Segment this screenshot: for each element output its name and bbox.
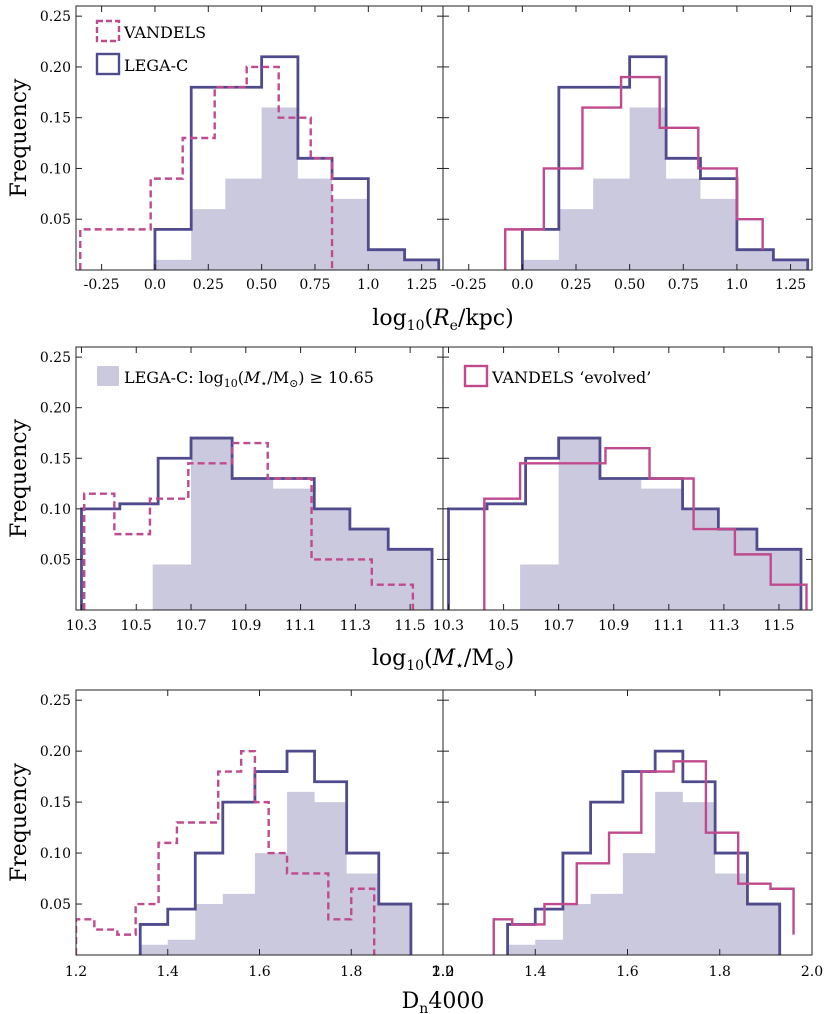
ytick-label-r1-2: 0.15: [40, 451, 71, 467]
xtick-label-r2-p0-3: 1.8: [340, 964, 362, 980]
ytick-label-r0-2: 0.15: [40, 111, 71, 127]
panel-r2-p0: 0.05 0.10 0.15 0.20 0.25 1.2 1.4 1.6 1.8 2.0: [40, 689, 454, 980]
vandels-hist-r2-p0: [76, 749, 376, 955]
xtick-label-r0-p0-5: 1.0: [357, 277, 379, 293]
xtick-label-r0-p1-2: 0.25: [560, 277, 591, 293]
vandels-hist-r0-p1: [504, 75, 764, 270]
ytick-label-r1-3: 0.20: [40, 401, 71, 417]
ylabel-r0: Frequency: [7, 78, 32, 198]
chart-layer: 0.05 0.10 0.15 0.20 0.25 -0.25 0.0 0.25 0.50 0.75…: [7, 5, 823, 1014]
filled-hist-r1-p1: [520, 438, 801, 610]
panel-r0-p1: -0.25 0.0 0.25 0.50 0.75 1.0 1.25: [442, 5, 813, 293]
ytick-label-r2-3: 0.20: [40, 744, 71, 760]
xtick-label-r1-p1-6: 11.5: [763, 618, 794, 634]
xtick-label-r2-p1-1: 1.4: [524, 964, 546, 980]
xtick-label-r2-p1-0: 1.2: [432, 964, 454, 980]
ytick-label-r1-4: 0.25: [40, 350, 71, 366]
xtick-label-r0-p1-6: 1.25: [775, 277, 806, 293]
lega-c-hist-r0-p0: [153, 55, 441, 270]
xtick-label-r2-p0-4: 2.0: [432, 964, 454, 980]
panel-r2-p1: 1.2 1.4 1.6 1.8 2.0: [432, 689, 823, 980]
panel-frame-r0-p1: [442, 5, 813, 271]
xtick-label-r1-p1-0: 10.3: [433, 618, 464, 634]
ytick-label-r1-1: 0.10: [40, 502, 71, 518]
lega-c-hist-r2-p1: [506, 749, 782, 955]
ylabel-r1: Frequency: [7, 418, 32, 538]
xtick-label-r0-p0-6: 1.25: [406, 277, 437, 293]
lega-c-hist-r1-p0: [80, 436, 434, 610]
lega-c-hist-r0-p1: [520, 55, 810, 270]
legend-label-lega-c-selected: LEGA-C: log10(M⋆/M⊙) ≥ 10.65: [124, 368, 374, 390]
xtick-label-r2-p1-4: 2.0: [801, 964, 823, 980]
legend-swatch-lega-c: [95, 52, 121, 76]
xtick-label-r2-p0-1: 1.4: [157, 964, 179, 980]
plot-area-r1-p1: [447, 436, 808, 610]
legend-swatch-vandels: [95, 19, 121, 43]
xtick-label-r0-p0-3: 0.50: [246, 277, 277, 293]
panel-r0-p0: 0.05 0.10 0.15 0.20 0.25 -0.25 0.0 0.25 0.50 0.75…: [40, 5, 444, 293]
panel-r1-p1: 10.3 10.5 10.7 10.9 11.1 11.3 11.5: [433, 346, 813, 634]
plot-area-r2-p1: [492, 749, 795, 955]
legend-swatch-lega-c-selected: [97, 366, 119, 386]
xtick-label-r2-p0-2: 1.6: [248, 964, 270, 980]
vandels-hist-r1-p0: [83, 441, 415, 610]
vandels-hist-r1-p1: [483, 446, 808, 610]
xtick-label-r1-p0-5: 11.3: [340, 618, 371, 634]
lega-c-hist-r1-p1: [447, 436, 803, 610]
ytick-label-r0-0: 0.05: [40, 212, 71, 228]
xtick-label-r0-p0-2: 0.25: [193, 277, 224, 293]
ytick-label-r2-2: 0.15: [40, 795, 71, 811]
ytick-label-r0-4: 0.25: [40, 9, 71, 25]
xtick-label-r0-p1-3: 0.50: [614, 277, 645, 293]
xtick-label-r0-p0-0: -0.25: [84, 277, 120, 293]
xtick-label-r0-p1-4: 0.75: [668, 277, 699, 293]
xlabel-r2: Dn4000: [402, 989, 485, 1014]
xtick-label-r1-p1-5: 11.3: [708, 618, 739, 634]
vandels-hist-r2-p1: [492, 760, 795, 955]
xtick-label-r1-p0-3: 10.9: [230, 618, 261, 634]
legend-label-vandels: VANDELS: [123, 23, 206, 42]
xtick-label-r1-p0-1: 10.5: [121, 618, 152, 634]
legend-swatch-vandels-evolved: [463, 364, 489, 388]
xtick-label-r1-p1-4: 11.1: [653, 618, 684, 634]
xtick-label-r1-p0-6: 11.5: [395, 618, 426, 634]
plot-area-r0-p1: [504, 55, 810, 270]
ytick-label-r0-3: 0.20: [40, 60, 71, 76]
panel-r1-p0: 0.05 0.10 0.15 0.20 0.25 10.3 10.5 10.7 10.9 11.1…: [40, 346, 444, 634]
xtick-label-r0-p0-4: 0.75: [299, 277, 330, 293]
vandels-hist-r0-p0: [79, 65, 334, 270]
xtick-label-r1-p1-2: 10.7: [543, 618, 574, 634]
xtick-label-r1-p0-4: 11.1: [285, 618, 316, 634]
ytick-label-r0-1: 0.10: [40, 161, 71, 177]
xtick-label-r1-p1-3: 10.9: [598, 618, 629, 634]
xtick-label-r0-p0-1: 0.0: [144, 277, 166, 293]
xtick-label-r1-p0-0: 10.3: [66, 618, 97, 634]
ylabel-r2: Frequency: [7, 762, 32, 882]
xtick-label-r2-p0-0: 1.2: [65, 964, 87, 980]
xtick-label-r2-p1-3: 1.8: [709, 964, 731, 980]
xtick-label-r1-p0-2: 10.7: [175, 618, 206, 634]
xtick-label-r2-p1-2: 1.6: [616, 964, 638, 980]
lega-c-hist-r2-p0: [138, 749, 413, 955]
ytick-label-r2-1: 0.10: [40, 846, 71, 862]
filled-hist-r1-p0: [152, 438, 433, 610]
ytick-label-r1-0: 0.05: [40, 552, 71, 568]
plot-area-r0-p0: [79, 55, 441, 270]
xtick-label-r1-p1-1: 10.5: [488, 618, 519, 634]
panel-frame-r1-p1: [442, 346, 813, 611]
xlabel-r1: log10(M⋆/M⊙): [372, 646, 514, 674]
legend-label-lega-c: LEGA-C: [124, 56, 188, 75]
xtick-label-r0-p1-5: 1.0: [726, 277, 748, 293]
filled-hist-r2-p0: [140, 791, 411, 955]
legend-label-vandels-evolved: VANDELS ‘evolved’: [491, 368, 651, 387]
plot-area-r1-p0: [80, 436, 434, 610]
xtick-label-r0-p1-1: 0.0: [511, 277, 533, 293]
ytick-label-r2-0: 0.05: [40, 897, 71, 913]
ytick-label-r2-4: 0.25: [40, 693, 71, 709]
plot-area-r2-p0: [76, 749, 413, 955]
xlabel-r0: log10(Re/kpc): [372, 306, 513, 334]
xtick-label-r0-p1-0: -0.25: [451, 277, 487, 293]
